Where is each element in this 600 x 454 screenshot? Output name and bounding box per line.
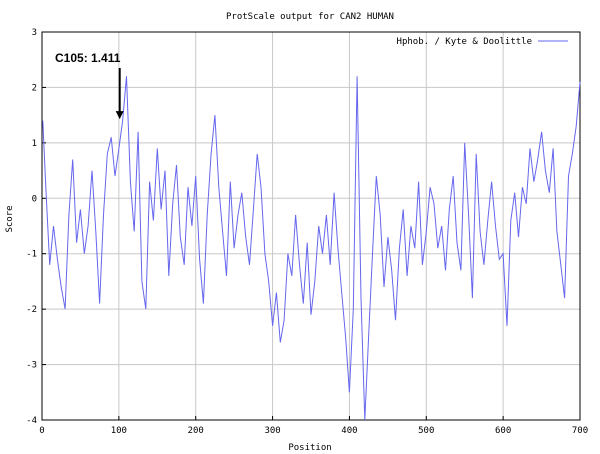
chart-title: ProtScale output for CAN2 HUMAN bbox=[226, 12, 394, 22]
x-tick-label: 300 bbox=[264, 426, 280, 436]
legend: Hphob. / Kyte & Doolittle bbox=[397, 37, 568, 47]
y-tick-label: 0 bbox=[32, 194, 37, 204]
x-tick-label: 500 bbox=[418, 426, 434, 436]
y-tick-label: 3 bbox=[32, 28, 37, 38]
y-tick-label: -3 bbox=[26, 361, 37, 371]
x-tick-label: 600 bbox=[495, 426, 511, 436]
y-tick-label: 2 bbox=[32, 83, 37, 93]
y-axis-label: Score bbox=[5, 205, 15, 232]
annotation: C105: 1.411 bbox=[55, 51, 124, 120]
x-tick-label: 200 bbox=[188, 426, 204, 436]
series-line bbox=[42, 76, 581, 421]
y-tick-label: -1 bbox=[26, 250, 37, 260]
x-tick-label: 0 bbox=[39, 426, 44, 436]
annotation-arrowhead bbox=[115, 111, 124, 120]
x-tick-label: 700 bbox=[572, 426, 588, 436]
x-tick-label: 100 bbox=[111, 426, 127, 436]
y-tick-label: -4 bbox=[26, 416, 37, 426]
x-axis-ticks: 0 100 200 300 400 500 600 700 bbox=[39, 416, 588, 436]
x-tick-label: 400 bbox=[341, 426, 357, 436]
plot-frame bbox=[41, 31, 581, 421]
x-axis-label: Position bbox=[288, 443, 331, 453]
y-tick-label: 1 bbox=[32, 139, 37, 149]
legend-series-label: Hphob. / Kyte & Doolittle bbox=[397, 37, 532, 47]
y-tick-label: -2 bbox=[26, 305, 37, 315]
annotation-label: C105: 1.411 bbox=[55, 51, 121, 65]
grid-lines bbox=[42, 32, 580, 420]
y-axis-ticks: -4 -3 -2 -1 0 1 2 3 bbox=[26, 28, 46, 426]
